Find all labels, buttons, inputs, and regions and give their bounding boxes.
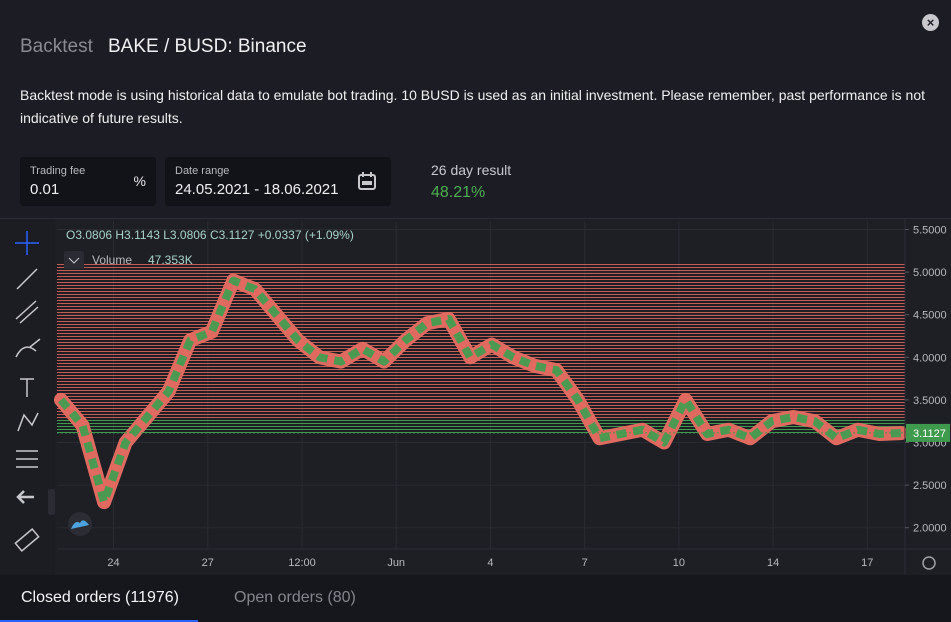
legend-change: +0.0337 (+1.09%) <box>258 228 354 242</box>
toolbar <box>0 219 55 576</box>
tab-indicator <box>0 620 198 622</box>
legend-ohlc: O3.0806 H3.1143 L3.0806 C3.1127 +0.0337 … <box>66 228 354 242</box>
tab-open-orders[interactable]: Open orders (80) <box>234 589 356 606</box>
x-tick-label: 24 <box>107 557 119 569</box>
y-tick-label: 2.0000 <box>913 523 947 535</box>
field-unit: % <box>133 173 146 189</box>
header-label: Backtest <box>20 36 93 57</box>
y-tick-label: 2.5000 <box>913 480 947 492</box>
trading-fee-field[interactable]: Trading fee 0.01 % <box>20 157 156 206</box>
y-tick-label: 5.5000 <box>913 225 947 237</box>
legend-close: C3.1127 <box>210 228 255 242</box>
close-button[interactable]: × <box>922 14 939 31</box>
field-value: 24.05.2021 - 18.06.2021 <box>175 181 339 198</box>
x-tick-label: 12:00 <box>288 557 316 569</box>
field-label: Date range <box>175 165 230 177</box>
calendar-icon[interactable] <box>357 171 377 191</box>
x-tick-label: 14 <box>767 557 779 569</box>
y-tick-label: 4.0000 <box>913 352 947 364</box>
last-price-tag <box>906 423 950 442</box>
x-tick-label: 10 <box>673 557 685 569</box>
description: Backtest mode is using historical data t… <box>20 87 926 126</box>
last-price-label: 3.1127 <box>913 428 946 440</box>
legend-high: H3.1143 <box>115 228 160 242</box>
chart-panel: 5.5000 5.0000 4.5000 4.0000 3.5000 3.0000 2.50… <box>0 218 951 576</box>
toolbar-collapse[interactable] <box>48 489 55 515</box>
y-tick-label: 4.5000 <box>913 310 947 322</box>
field-label: Trading fee <box>30 165 86 177</box>
price-line <box>57 276 902 507</box>
x-tick-label: 7 <box>582 557 588 569</box>
volume-value: 47.353K <box>148 253 193 267</box>
legend-toggle[interactable] <box>64 251 84 269</box>
x-tick-label: Jun <box>387 557 405 569</box>
toolbar-icons[interactable] <box>14 231 41 552</box>
x-tick-label: 17 <box>861 557 873 569</box>
header-title: BAKE / BUSD: Binance <box>108 36 307 57</box>
result-value: 48.21% <box>431 184 486 201</box>
tab-closed-orders[interactable]: Closed orders (11976) <box>21 589 180 606</box>
legend-low: L3.0806 <box>163 228 207 242</box>
chart: 5.50005.00004.50004.00003.50003.00002.50… <box>0 219 951 576</box>
x-tick-label: 4 <box>487 557 493 569</box>
y-tick-label: 5.0000 <box>913 267 947 279</box>
date-range-field[interactable]: Date range 24.05.2021 - 18.06.2021 <box>165 157 391 206</box>
x-tick-label: 27 <box>202 557 214 569</box>
volume-label: Volume <box>92 253 132 267</box>
settings-icon[interactable] <box>922 556 936 570</box>
result-label: 26 day result <box>431 162 512 178</box>
tab-bar: Closed orders (11976) Open orders (80) <box>0 575 951 622</box>
field-value: 0.01 <box>30 181 60 198</box>
y-tick-label: 3.5000 <box>913 395 947 407</box>
legend-open: O3.0806 <box>66 228 112 242</box>
